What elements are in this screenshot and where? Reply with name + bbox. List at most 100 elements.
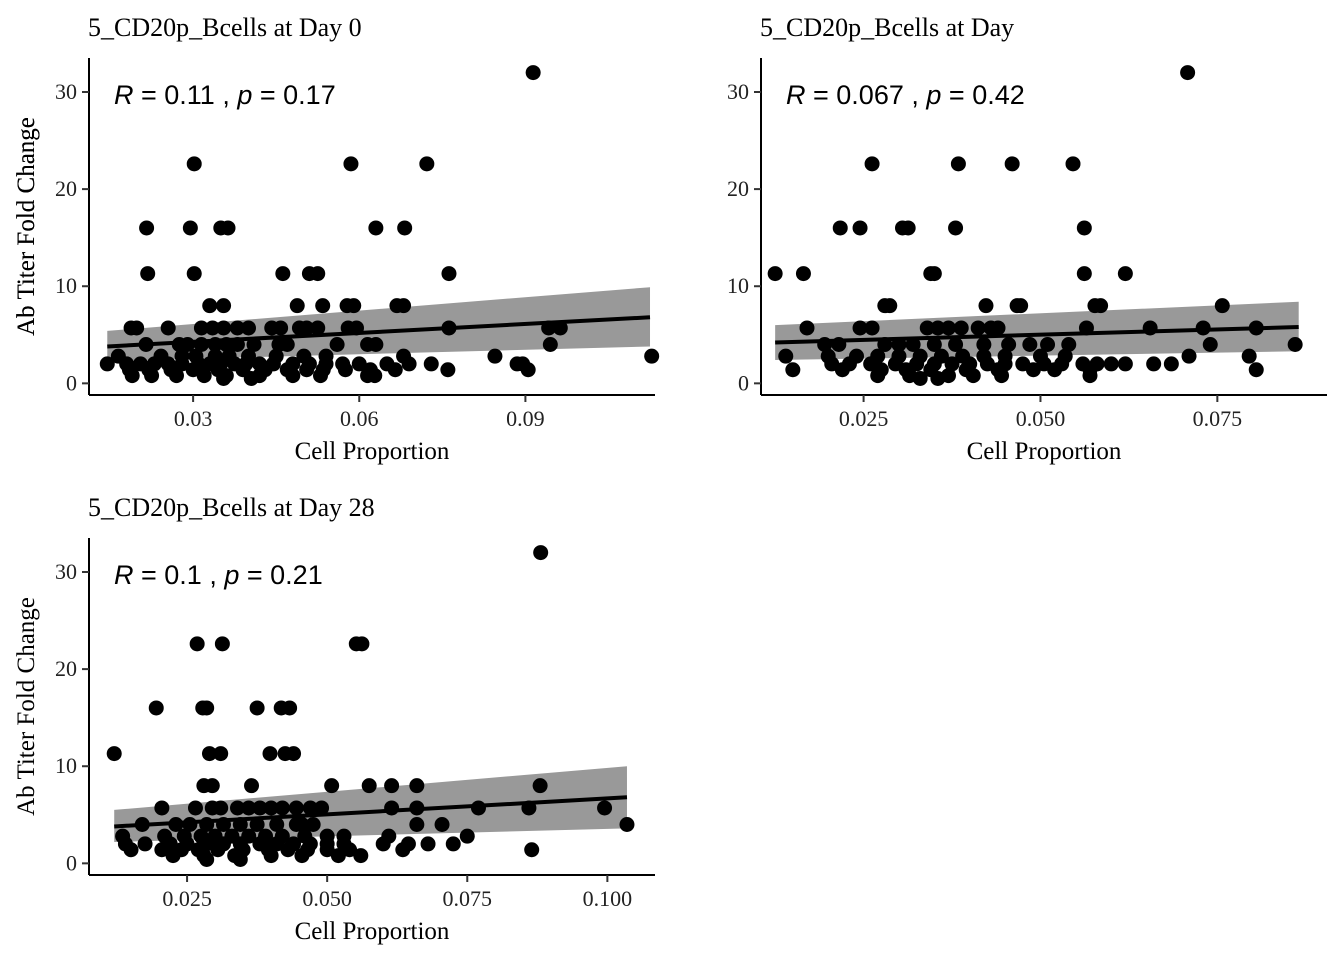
data-point bbox=[186, 266, 202, 282]
data-point bbox=[154, 800, 170, 816]
data-point bbox=[1146, 356, 1162, 372]
data-point bbox=[487, 348, 503, 364]
data-point bbox=[286, 746, 302, 762]
data-point bbox=[269, 816, 285, 832]
data-point bbox=[834, 362, 850, 378]
data-point bbox=[201, 746, 217, 762]
x-tick-label: 0.075 bbox=[1193, 406, 1243, 431]
data-point bbox=[799, 320, 815, 336]
data-point bbox=[384, 800, 400, 816]
data-point bbox=[285, 368, 301, 384]
data-point bbox=[196, 368, 212, 384]
data-point bbox=[351, 356, 367, 372]
data-point bbox=[220, 220, 236, 236]
data-point bbox=[525, 65, 541, 81]
y-axis-label: Ab Titer Fold Change bbox=[13, 597, 40, 816]
y-tick-label: 10 bbox=[55, 273, 77, 298]
x-axis-label: Cell Proportion bbox=[967, 438, 1122, 465]
annotation-r-value: 0.1 bbox=[164, 560, 202, 590]
data-point bbox=[361, 778, 377, 794]
data-point bbox=[330, 848, 346, 864]
data-point bbox=[1163, 356, 1179, 372]
data-point bbox=[420, 836, 436, 852]
data-point bbox=[926, 266, 942, 282]
data-point bbox=[1013, 298, 1029, 314]
annotation-r-value: 0.067 bbox=[836, 80, 904, 110]
data-point bbox=[275, 266, 291, 282]
data-point bbox=[230, 800, 246, 816]
data-point bbox=[965, 368, 981, 384]
y-axis-label: Ab Titer Fold Change bbox=[13, 117, 40, 336]
data-point bbox=[189, 636, 205, 652]
data-point bbox=[384, 778, 400, 794]
data-point bbox=[346, 298, 362, 314]
data-point bbox=[280, 842, 296, 858]
data-point bbox=[375, 836, 391, 852]
data-point bbox=[930, 370, 946, 386]
data-point bbox=[1065, 156, 1081, 172]
data-point bbox=[940, 320, 956, 336]
data-point bbox=[778, 348, 794, 364]
data-point bbox=[864, 320, 880, 336]
data-point bbox=[129, 320, 145, 336]
data-point bbox=[169, 368, 185, 384]
data-point bbox=[139, 220, 155, 236]
data-point bbox=[1180, 65, 1196, 81]
x-tick-label: 0.050 bbox=[1016, 406, 1066, 431]
x-tick-label: 0.025 bbox=[839, 406, 889, 431]
data-point bbox=[243, 370, 259, 386]
data-point bbox=[263, 800, 279, 816]
data-point bbox=[926, 336, 942, 352]
data-point bbox=[329, 336, 345, 352]
annotation-r-label: R bbox=[786, 80, 806, 110]
regression-line bbox=[775, 325, 1299, 345]
y-tick-label: 0 bbox=[66, 370, 77, 395]
x-tick-label: 0.03 bbox=[174, 406, 213, 431]
data-point bbox=[440, 362, 456, 378]
y-tick-label: 10 bbox=[55, 753, 77, 778]
data-point bbox=[213, 800, 229, 816]
data-point bbox=[288, 800, 304, 816]
data-point bbox=[441, 266, 457, 282]
data-point bbox=[294, 816, 310, 832]
data-point bbox=[353, 848, 369, 864]
data-point bbox=[459, 828, 475, 844]
panel-1: 5_CD20p_Bcells at Day 0 0 10 20 30 0.03 0.06 0.… bbox=[13, 13, 660, 465]
data-point bbox=[1001, 336, 1017, 352]
data-point bbox=[1076, 220, 1092, 236]
data-point bbox=[185, 362, 201, 378]
data-point bbox=[1103, 356, 1119, 372]
data-point bbox=[216, 370, 232, 386]
data-point bbox=[337, 362, 353, 378]
data-point bbox=[948, 336, 964, 352]
data-point bbox=[397, 220, 413, 236]
data-point bbox=[644, 348, 660, 364]
annotation-p-value: 0.21 bbox=[270, 560, 323, 590]
data-point bbox=[434, 816, 450, 832]
data-point bbox=[137, 836, 153, 852]
data-point bbox=[944, 356, 960, 372]
data-point bbox=[1202, 336, 1218, 352]
annotation-p-value: 0.17 bbox=[283, 80, 336, 110]
data-point bbox=[289, 298, 305, 314]
data-point bbox=[1248, 362, 1264, 378]
x-axis-label: Cell Proportion bbox=[295, 918, 450, 945]
data-point bbox=[900, 220, 916, 236]
x-tick-label: 0.100 bbox=[583, 886, 633, 911]
data-point bbox=[524, 842, 540, 858]
data-point bbox=[912, 370, 928, 386]
y-tick-label: 10 bbox=[727, 273, 749, 298]
data-point bbox=[1061, 336, 1077, 352]
data-point bbox=[367, 368, 383, 384]
data-point bbox=[262, 746, 278, 762]
correlation-annotation: R = 0.067 , p = 0.42 bbox=[786, 80, 1025, 110]
annotation-p-label: p bbox=[223, 560, 239, 590]
data-point bbox=[864, 156, 880, 172]
data-point bbox=[302, 800, 318, 816]
regression-line bbox=[114, 795, 628, 829]
regression-line bbox=[107, 315, 651, 349]
y-tick-label: 20 bbox=[727, 176, 749, 201]
data-point bbox=[1047, 362, 1063, 378]
data-point bbox=[187, 800, 203, 816]
correlation-annotation: R = 0.11 , p = 0.17 bbox=[114, 80, 336, 110]
